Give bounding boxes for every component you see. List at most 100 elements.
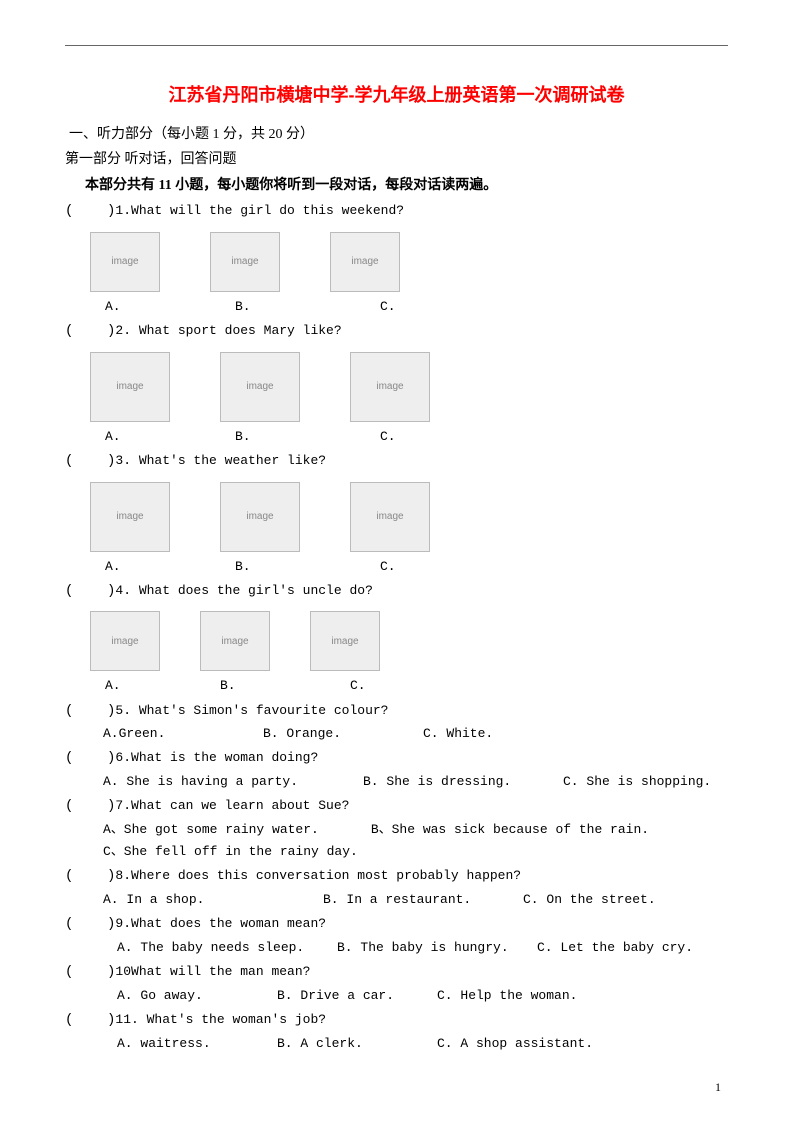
q3-image-b: image — [220, 482, 300, 552]
q9-opt-b: B. The baby is hungry. — [337, 937, 537, 959]
q11-opt-c: C. A shop assistant. — [437, 1033, 593, 1055]
q10-options: A. Go away. B. Drive a car. C. Help the … — [117, 985, 728, 1007]
q10-opt-c: C. Help the woman. — [437, 985, 577, 1007]
question-text: 4. What does the girl's uncle do? — [115, 580, 372, 602]
q6-opt-a: A. She is having a party. — [103, 771, 363, 793]
answer-bracket[interactable]: ( ) — [65, 913, 115, 937]
label-c: C. — [350, 675, 366, 697]
q2-image-c: image — [350, 352, 430, 422]
q8-opt-c: C. On the street. — [523, 889, 656, 911]
label-c: C. — [380, 426, 396, 448]
q6-opt-c: C. She is shopping. — [563, 771, 711, 793]
q10-opt-a: A. Go away. — [117, 985, 277, 1007]
q8-opt-b: B. In a restaurant. — [323, 889, 523, 911]
q9-opt-c: C. Let the baby cry. — [537, 937, 693, 959]
q3-labels: A. B. C. — [90, 556, 728, 578]
q1-image-row: image image image — [90, 232, 728, 292]
question-text: 11. What's the woman's job? — [115, 1009, 326, 1031]
q4-image-a: image — [90, 611, 160, 671]
q2-image-b: image — [220, 352, 300, 422]
question-text: 1.What will the girl do this weekend? — [115, 200, 404, 222]
q2-labels: A. B. C. — [90, 426, 728, 448]
question-2: ( ) 2. What sport does Mary like? — [65, 320, 728, 344]
question-4: ( ) 4. What does the girl's uncle do? — [65, 580, 728, 604]
q9-opt-a: A. The baby needs sleep. — [117, 937, 337, 959]
q5-options: A.Green. B. Orange. C. White. — [103, 723, 728, 745]
question-text: 8.Where does this conversation most prob… — [115, 865, 521, 887]
q8-opt-a: A. In a shop. — [103, 889, 323, 911]
question-7: ( ) 7.What can we learn about Sue? — [65, 795, 728, 819]
answer-bracket[interactable]: ( ) — [65, 580, 115, 604]
question-1: ( ) 1.What will the girl do this weekend… — [65, 200, 728, 224]
label-a: A. — [90, 426, 235, 448]
q11-opt-b: B. A clerk. — [277, 1033, 437, 1055]
answer-bracket[interactable]: ( ) — [65, 747, 115, 771]
label-b: B. — [220, 675, 350, 697]
label-b: B. — [235, 426, 380, 448]
label-b: B. — [235, 556, 380, 578]
q7-opt-c: C、She fell off in the rainy day. — [103, 844, 358, 859]
q5-opt-b: B. Orange. — [263, 723, 423, 745]
top-rule-line — [65, 45, 728, 46]
label-c: C. — [380, 296, 396, 318]
page-number: 1 — [715, 1077, 721, 1097]
exam-title: 江苏省丹阳市横塘中学-学九年级上册英语第一次调研试卷 — [65, 80, 728, 111]
label-c: C. — [380, 556, 396, 578]
question-11: ( ) 11. What's the woman's job? — [65, 1009, 728, 1033]
answer-bracket[interactable]: ( ) — [65, 795, 115, 819]
q11-opt-a: A. waitress. — [117, 1033, 277, 1055]
q4-image-b: image — [200, 611, 270, 671]
label-a: A. — [90, 296, 235, 318]
q10-opt-b: B. Drive a car. — [277, 985, 437, 1007]
answer-bracket[interactable]: ( ) — [65, 450, 115, 474]
question-5: ( ) 5. What's Simon's favourite colour? — [65, 700, 728, 724]
label-a: A. — [90, 675, 220, 697]
question-text: 9.What does the woman mean? — [115, 913, 326, 935]
question-text: 3. What's the weather like? — [115, 450, 326, 472]
question-8: ( ) 8.Where does this conversation most … — [65, 865, 728, 889]
answer-bracket[interactable]: ( ) — [65, 200, 115, 224]
q3-image-a: image — [90, 482, 170, 552]
q1-image-a: image — [90, 232, 160, 292]
q5-opt-c: C. White. — [423, 723, 493, 745]
question-9: ( ) 9.What does the woman mean? — [65, 913, 728, 937]
question-text: 10What will the man mean? — [115, 961, 310, 983]
answer-bracket[interactable]: ( ) — [65, 961, 115, 985]
q4-image-c: image — [310, 611, 380, 671]
question-text: 7.What can we learn about Sue? — [115, 795, 349, 817]
q1-image-c: image — [330, 232, 400, 292]
q4-labels: A. B. C. — [90, 675, 728, 697]
q2-image-row: image image image — [90, 352, 728, 422]
question-text: 6.What is the woman doing? — [115, 747, 318, 769]
q7-opt-b: B、She was sick because of the rain. — [371, 822, 649, 837]
question-text: 5. What's Simon's favourite colour? — [115, 700, 388, 722]
q5-opt-a: A.Green. — [103, 723, 263, 745]
q2-image-a: image — [90, 352, 170, 422]
q3-image-c: image — [350, 482, 430, 552]
section-1-heading: 一、听力部分（每小题 1 分，共 20 分） — [65, 123, 728, 147]
q6-options: A. She is having a party. B. She is dres… — [103, 771, 728, 793]
q6-opt-b: B. She is dressing. — [363, 771, 563, 793]
q8-options: A. In a shop. B. In a restaurant. C. On … — [103, 889, 728, 911]
q11-options: A. waitress. B. A clerk. C. A shop assis… — [117, 1033, 728, 1055]
answer-bracket[interactable]: ( ) — [65, 865, 115, 889]
q1-image-b: image — [210, 232, 280, 292]
q1-labels: A. B. C. — [90, 296, 728, 318]
q3-image-row: image image image — [90, 482, 728, 552]
part-1-heading: 第一部分 听对话，回答问题 — [65, 148, 728, 172]
q9-options: A. The baby needs sleep. B. The baby is … — [117, 937, 728, 959]
question-6: ( ) 6.What is the woman doing? — [65, 747, 728, 771]
q7-options-line2: C、She fell off in the rainy day. — [103, 841, 728, 863]
question-text: 2. What sport does Mary like? — [115, 320, 341, 342]
q4-image-row: image image image — [90, 611, 728, 671]
question-10: ( ) 10What will the man mean? — [65, 961, 728, 985]
part-1-description: 本部分共有 11 小题，每小题你将听到一段对话，每段对话读两遍。 — [65, 174, 728, 198]
question-3: ( ) 3. What's the weather like? — [65, 450, 728, 474]
answer-bracket[interactable]: ( ) — [65, 700, 115, 724]
answer-bracket[interactable]: ( ) — [65, 320, 115, 344]
q7-options-line1: A、She got some rainy water. B、She was si… — [103, 819, 728, 841]
q7-opt-a: A、She got some rainy water. — [103, 819, 363, 841]
answer-bracket[interactable]: ( ) — [65, 1009, 115, 1033]
label-b: B. — [235, 296, 380, 318]
label-a: A. — [90, 556, 235, 578]
